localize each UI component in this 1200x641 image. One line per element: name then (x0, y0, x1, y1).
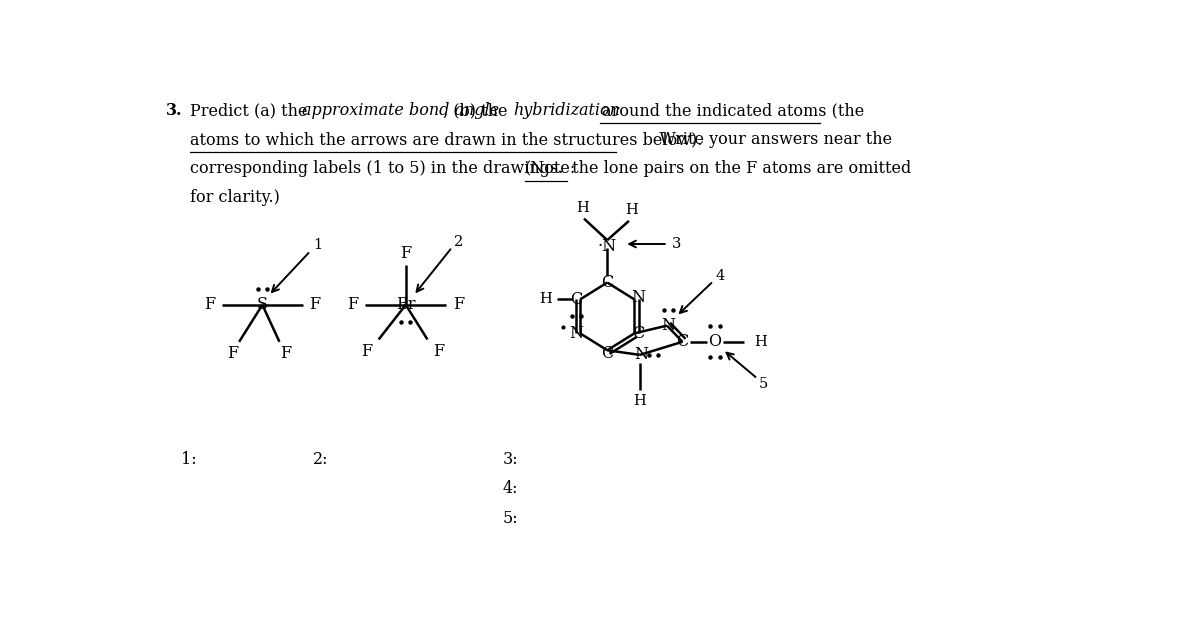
Text: H: H (576, 201, 589, 215)
Text: C: C (570, 291, 582, 308)
Text: 2: 2 (454, 235, 463, 249)
Text: H: H (625, 203, 638, 217)
Text: N: N (635, 346, 648, 363)
Text: 3.: 3. (166, 103, 182, 119)
Text: 3:: 3: (503, 451, 518, 468)
Text: S: S (257, 296, 268, 313)
Text: F: F (433, 342, 444, 360)
Text: for clarity.): for clarity.) (191, 189, 280, 206)
Text: F: F (361, 342, 372, 360)
Text: N: N (661, 317, 676, 334)
Text: , (b) the: , (b) the (444, 103, 514, 119)
Text: N: N (631, 289, 646, 306)
Text: 3: 3 (672, 237, 682, 251)
Text: (Note:: (Note: (526, 160, 576, 177)
Text: N: N (569, 325, 583, 342)
Text: F: F (348, 296, 359, 313)
Text: hybridization: hybridization (514, 103, 620, 119)
Text: Write your answers near the: Write your answers near the (643, 131, 892, 148)
Text: C: C (677, 333, 689, 350)
Text: 5: 5 (758, 377, 768, 391)
Text: approximate bond angle: approximate bond angle (302, 103, 499, 119)
Text: H: H (634, 394, 646, 408)
Text: Br: Br (396, 296, 415, 313)
Text: atoms to which the arrows are drawn in the structures below).: atoms to which the arrows are drawn in t… (191, 131, 703, 148)
Text: the lone pairs on the F atoms are omitted: the lone pairs on the F atoms are omitte… (566, 160, 911, 177)
Text: 1:: 1: (181, 451, 197, 468)
Text: C: C (601, 274, 613, 291)
Text: H: H (755, 335, 767, 349)
Text: F: F (452, 296, 464, 313)
Text: C: C (632, 325, 644, 342)
Text: ·N: ·N (598, 238, 617, 255)
Text: 5:: 5: (503, 510, 518, 527)
Text: O: O (708, 333, 721, 350)
Text: F: F (204, 296, 215, 313)
Text: F: F (227, 345, 239, 362)
Text: 1: 1 (313, 238, 323, 252)
Text: around the indicated atoms (the: around the indicated atoms (the (596, 103, 864, 119)
Text: F: F (400, 245, 412, 262)
Text: F: F (310, 296, 320, 313)
Text: H: H (540, 292, 552, 306)
Text: 4:: 4: (503, 480, 518, 497)
Text: 2:: 2: (313, 451, 329, 468)
Text: corresponding labels (1 to 5) in the drawings.: corresponding labels (1 to 5) in the dra… (191, 160, 574, 177)
Text: Predict (a) the: Predict (a) the (191, 103, 313, 119)
Text: C: C (601, 345, 613, 362)
Text: 4: 4 (715, 269, 725, 283)
Text: F: F (280, 345, 292, 362)
